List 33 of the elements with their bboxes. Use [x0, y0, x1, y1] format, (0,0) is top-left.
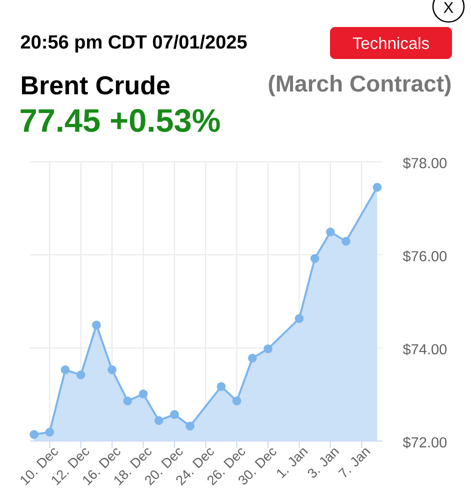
point	[216, 382, 226, 391]
text: Technicals	[352, 36, 429, 50]
y-tick-label: $74.00	[402, 344, 447, 356]
point	[138, 390, 148, 398]
x-tick-label: 7. Jan	[338, 448, 370, 478]
point	[264, 344, 272, 354]
point	[294, 314, 304, 323]
point	[310, 254, 320, 263]
point	[108, 365, 116, 374]
x-tick-label: 3. Jan	[308, 448, 340, 478]
point	[76, 370, 86, 380]
text: 77.45 +0.53%	[20, 109, 220, 132]
y-tick-label: $72.00	[402, 436, 447, 448]
text: 20:56 pm CDT 07/01/2025	[20, 34, 247, 52]
point	[342, 236, 350, 246]
y-tick-label: $78.00	[402, 157, 447, 170]
point	[92, 320, 101, 330]
chart-title: Brent Crude	[22, 75, 170, 95]
point	[123, 396, 132, 406]
point	[232, 396, 242, 406]
x-tick-label: 1. Jan	[277, 448, 308, 478]
point	[372, 182, 382, 192]
text: X	[444, 2, 454, 13]
point	[326, 228, 335, 236]
point	[30, 430, 38, 439]
y-tick-label: $76.00	[402, 250, 447, 262]
point	[45, 428, 54, 437]
point	[186, 422, 194, 430]
point	[248, 354, 257, 363]
chart-subtitle: (March Contract)	[268, 74, 451, 96]
point	[170, 410, 179, 419]
point	[154, 416, 164, 425]
point	[60, 365, 70, 374]
